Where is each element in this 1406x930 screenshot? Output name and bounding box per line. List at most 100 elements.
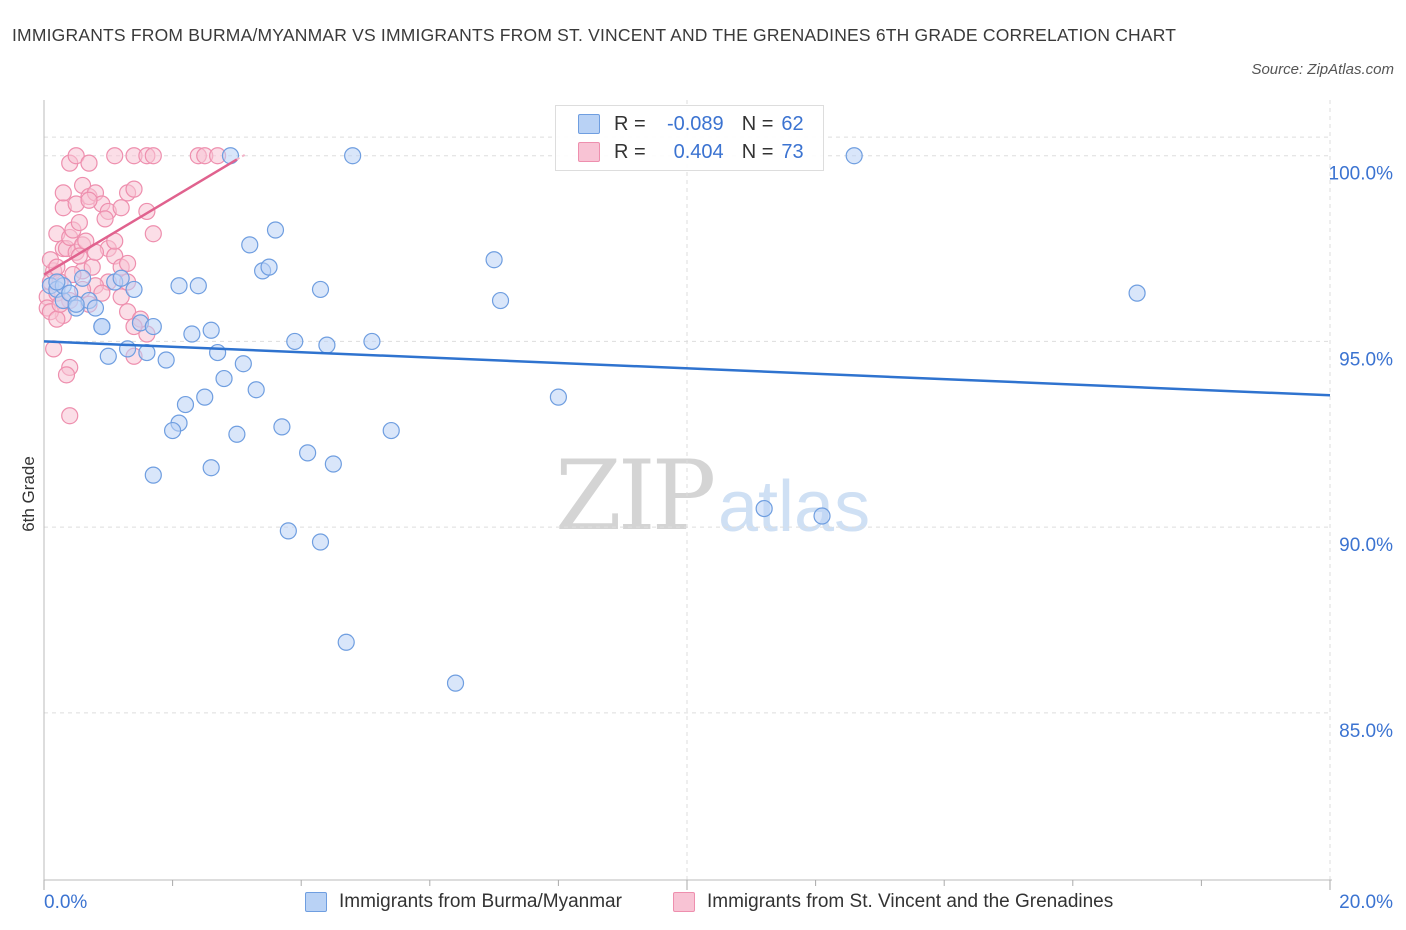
data-point-pink	[80, 191, 98, 209]
legend-swatch-pink	[578, 142, 600, 162]
data-point-pink	[57, 366, 76, 384]
legend-n-value-blue: 62	[781, 112, 804, 135]
data-point-blue	[363, 332, 381, 351]
data-point-blue	[1128, 284, 1146, 302]
data-point-blue	[215, 369, 233, 388]
source-label: Source: ZipAtlas.com	[1251, 61, 1394, 78]
data-point-blue	[234, 355, 252, 373]
series-swatch-pink	[673, 892, 695, 912]
trend-line-blue	[43, 340, 1331, 397]
series-swatch-blue	[305, 892, 327, 912]
data-point-blue	[196, 388, 214, 406]
y-axis-label: 6th Grade	[19, 456, 38, 532]
data-point-blue	[86, 299, 105, 317]
data-point-blue	[241, 236, 259, 254]
data-point-pink	[144, 225, 162, 243]
data-point-blue	[202, 321, 220, 339]
data-point-blue	[279, 522, 297, 540]
data-point-pink	[106, 147, 124, 165]
data-point-blue	[813, 507, 831, 525]
data-point-blue	[189, 277, 207, 295]
data-point-pink	[118, 254, 137, 273]
data-point-blue	[93, 317, 111, 336]
series-name-blue: Immigrants from Burma/Myanmar	[339, 891, 622, 912]
trend-line-pink	[43, 158, 238, 276]
data-point-pink	[80, 154, 98, 172]
y-tick-label: 95.0%	[1339, 349, 1393, 370]
data-point-pink	[112, 199, 130, 217]
axes	[43, 100, 1332, 890]
legend-row-pink: R = 0.404 N = 73	[578, 139, 804, 165]
data-point-blue	[48, 273, 66, 291]
data-point-blue	[170, 277, 188, 295]
data-point-blue	[73, 269, 92, 287]
data-point-blue	[118, 340, 137, 358]
legend-n-value-pink: 73	[781, 140, 804, 163]
data-point-blue	[311, 280, 330, 299]
y-tick-label: 85.0%	[1339, 721, 1393, 742]
data-point-blue	[183, 325, 201, 343]
legend-r-label-blue: R =	[614, 112, 646, 135]
data-point-pink	[54, 184, 72, 202]
data-point-pink	[48, 310, 66, 328]
data-point-pink	[112, 288, 130, 306]
data-point-blue	[324, 455, 342, 473]
data-point-blue	[344, 147, 362, 165]
x-tick-label: 20.0%	[1339, 892, 1393, 913]
data-point-blue	[491, 291, 510, 310]
legend-n-label-blue: N =	[741, 112, 774, 135]
data-point-blue	[755, 499, 773, 518]
data-point-pink	[93, 284, 111, 302]
data-point-blue	[485, 251, 503, 269]
data-point-blue	[549, 388, 568, 406]
data-point-blue	[125, 280, 143, 299]
data-point-blue	[286, 332, 304, 351]
watermark-zip: ZIP	[555, 440, 716, 552]
data-point-pink	[118, 303, 137, 321]
legend-n-label-pink: N =	[741, 140, 774, 163]
data-point-blue	[202, 459, 220, 477]
y-tick-label: 90.0%	[1339, 535, 1393, 556]
series-legend-pink: Immigrants from St. Vincent and the Gren…	[673, 889, 1113, 915]
data-point-blue	[260, 258, 278, 276]
data-point-blue	[266, 221, 285, 239]
data-point-pink	[67, 147, 85, 165]
data-point-blue	[446, 674, 465, 692]
data-point-blue	[299, 444, 317, 462]
data-point-blue	[845, 147, 863, 165]
trend-lines	[43, 152, 1331, 397]
data-point-pink	[61, 407, 79, 425]
data-point-blue	[382, 421, 400, 440]
data-point-blue	[99, 347, 117, 365]
x-tick-label: 0.0%	[44, 892, 87, 913]
data-point-pink	[96, 210, 114, 228]
series-name-pink: Immigrants from St. Vincent and the Gren…	[707, 891, 1114, 912]
trend-line-pink-extension	[236, 152, 248, 161]
data-point-blue	[164, 421, 182, 440]
legend-r-value-pink: 0.404	[673, 140, 724, 163]
data-point-pink	[125, 180, 143, 198]
series-blue-points	[41, 147, 1146, 692]
data-point-blue	[247, 381, 265, 399]
legend-r-value-blue: -0.089	[666, 112, 724, 135]
data-point-blue	[144, 466, 162, 484]
legend-row-blue: R = -0.089 N = 62	[578, 111, 804, 137]
y-tick-label: 100.0%	[1329, 164, 1394, 185]
data-point-blue	[311, 533, 330, 551]
data-point-pink	[70, 213, 88, 232]
data-point-blue	[337, 633, 355, 651]
chart-title: IMMIGRANTS FROM BURMA/MYANMAR VS IMMIGRA…	[12, 25, 1177, 45]
data-point-blue	[157, 351, 175, 369]
data-point-blue	[176, 395, 195, 414]
grid-lines	[44, 100, 1331, 880]
data-point-blue	[318, 336, 336, 354]
axis-labels: 85.0% 90.0% 95.0% 100.0% 0.0% 20.0% 6th Grade	[19, 164, 1393, 913]
legend-swatch-blue	[578, 114, 600, 134]
data-point-blue	[144, 317, 162, 336]
data-point-blue	[228, 425, 246, 443]
data-point-blue	[67, 295, 85, 313]
data-point-blue	[209, 343, 227, 362]
series-legend-blue: Immigrants from Burma/Myanmar	[305, 889, 622, 915]
data-point-blue	[273, 418, 291, 436]
